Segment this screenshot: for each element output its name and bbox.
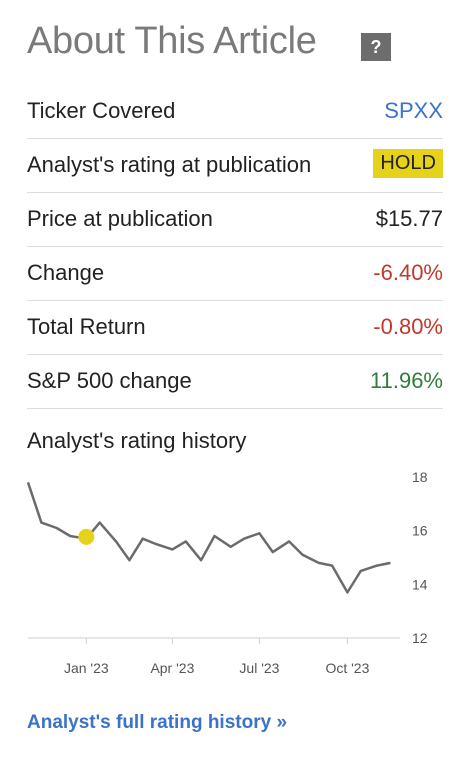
x-tick-label: Oct '23 <box>325 660 369 676</box>
full-rating-history-link[interactable]: Analyst's full rating history » <box>27 712 288 733</box>
change-label: Change <box>27 260 105 285</box>
rating-history-title: Analyst's rating history <box>27 428 247 453</box>
rating-marker-hold <box>78 528 95 545</box>
x-tick-label: Jan '23 <box>64 660 109 676</box>
row-change: Change -6.40% <box>27 247 443 301</box>
y-tick-label: 14 <box>412 576 428 592</box>
row-rating: Analyst's rating at publication HOLD <box>27 139 443 193</box>
price-label: Price at publication <box>27 206 213 231</box>
rating-label: Analyst's rating at publication <box>27 152 312 177</box>
article-info-table: Ticker Covered SPXX Analyst's rating at … <box>27 85 443 409</box>
rating-badge: HOLD <box>373 149 443 178</box>
row-price: Price at publication $15.77 <box>27 193 443 247</box>
row-ticker: Ticker Covered SPXX <box>27 85 443 139</box>
x-tick-label: Apr '23 <box>150 660 194 676</box>
row-total-return: Total Return -0.80% <box>27 301 443 355</box>
x-tick-label: Jul '23 <box>239 660 279 676</box>
ticker-link[interactable]: SPXX <box>384 98 443 123</box>
row-sp500: S&P 500 change 11.96% <box>27 355 443 409</box>
change-value: -6.40% <box>373 260 443 285</box>
sp500-value: 11.96% <box>370 368 443 393</box>
sp500-label: S&P 500 change <box>27 368 192 393</box>
page-title: About This Article <box>27 20 317 62</box>
total-return-label: Total Return <box>27 314 146 339</box>
y-tick-label: 16 <box>412 523 428 539</box>
price-value: $15.77 <box>375 206 443 231</box>
help-icon[interactable]: ? <box>361 33 391 61</box>
ticker-label: Ticker Covered <box>27 98 176 123</box>
rating-history-chart: 12 14 16 18 Jan '23 Apr '23 Jul '23 Oct '23 <box>26 469 428 676</box>
y-tick-label: 12 <box>412 630 428 646</box>
total-return-value: -0.80% <box>373 314 443 339</box>
y-tick-label: 18 <box>412 469 428 485</box>
